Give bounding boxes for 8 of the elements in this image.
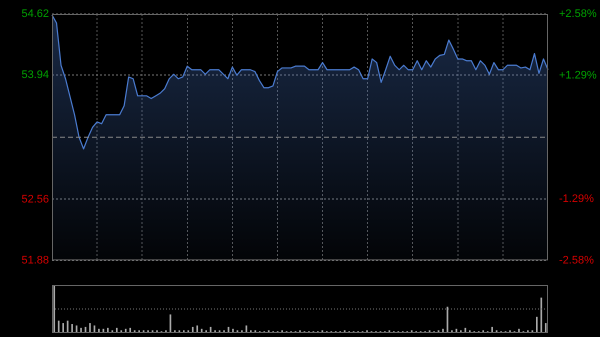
- y2-tick-label: -1.29%: [559, 192, 594, 205]
- y2-tick-label: +2.58%: [559, 8, 597, 20]
- y2-tick-label: +1.29%: [559, 70, 597, 82]
- y-tick-label: 54.62: [21, 8, 49, 20]
- y-tick-label: 52.56: [21, 193, 49, 206]
- y-tick-label: 51.88: [21, 254, 49, 266]
- y-tick-label: 53.94: [21, 69, 49, 82]
- y2-tick-label: -2.58%: [559, 254, 594, 266]
